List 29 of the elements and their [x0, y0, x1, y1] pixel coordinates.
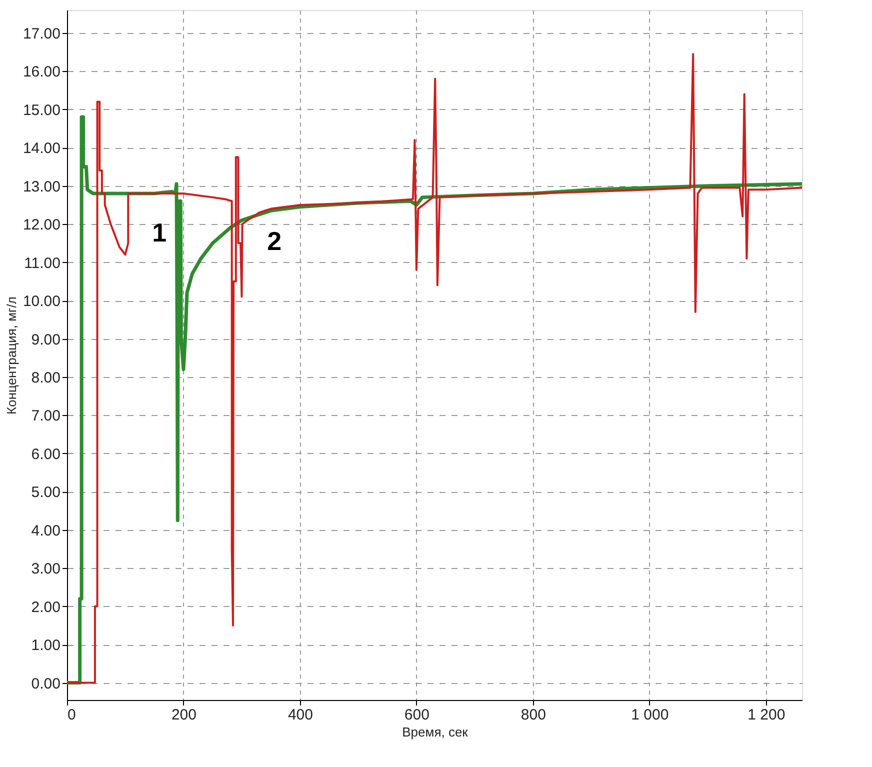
y-tick-label: 16.00: [22, 64, 60, 81]
y-tick-label: 17.00: [22, 25, 60, 42]
y-tick-label: 0.00: [31, 675, 60, 692]
x-axis-title: Время, сек: [402, 724, 468, 740]
y-tick-label: 2.00: [31, 598, 60, 616]
y-tick-label: 11.00: [24, 254, 60, 272]
y-tick-label: 6.00: [31, 446, 60, 463]
x-tick-label: 200: [171, 706, 196, 724]
y-tick-label: 8.00: [31, 369, 60, 386]
y-tick-label: 1.00: [31, 637, 60, 654]
x-tick-label: 400: [288, 706, 313, 724]
y-tick-label: 7.00: [31, 408, 60, 425]
y-tick-label: 5.00: [31, 484, 60, 502]
y-tick-label: 14.00: [22, 140, 60, 158]
series-label: 1: [152, 217, 167, 248]
x-tick-label: 600: [404, 706, 430, 724]
x-tick-label: 0: [68, 706, 76, 724]
y-tick-label: 13.00: [22, 178, 60, 196]
series-label: 2: [267, 226, 282, 256]
y-tick-label: 3.00: [31, 560, 60, 578]
y-axis-title: Концентрация, мг/л: [4, 296, 19, 414]
x-tick-label: 800: [520, 706, 546, 724]
y-tick-label: 15.00: [22, 102, 60, 119]
x-tick-label: 1 000: [631, 706, 669, 724]
x-tick-label: 1 200: [748, 706, 786, 724]
y-tick-label: 9.00: [31, 331, 60, 348]
y-tick-label: 10.00: [22, 293, 60, 310]
y-tick-label: 4.00: [31, 522, 60, 540]
y-tick-label: 12.00: [22, 216, 60, 234]
